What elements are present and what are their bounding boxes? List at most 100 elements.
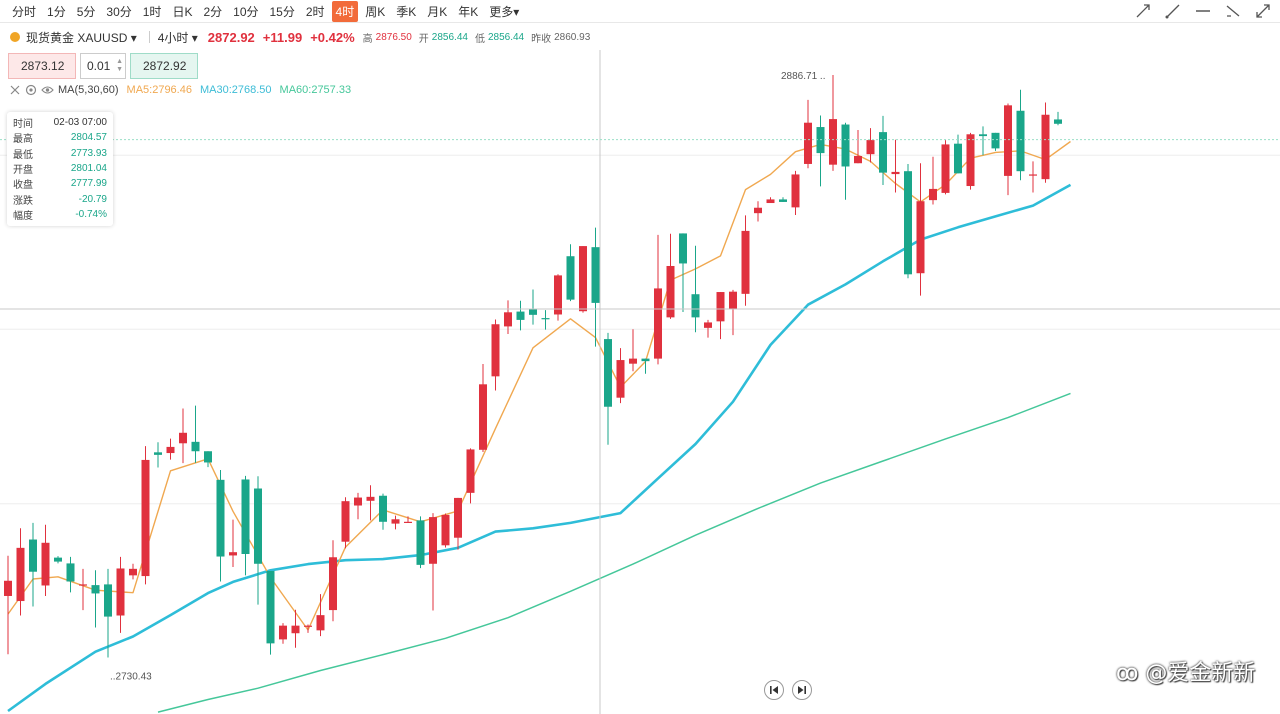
candle [166,438,175,460]
period-tab-10[interactable]: 4时 [331,0,359,22]
skip-forward-icon [798,686,806,694]
settings-icon[interactable] [24,83,38,97]
candle [91,570,100,628]
period-tab-1[interactable]: 1分 [47,4,66,19]
period-tab-7[interactable]: 10分 [233,4,259,19]
horizontal-line-icon[interactable] [1194,3,1212,19]
info-key: 时间 [13,119,33,131]
candle [4,555,12,655]
period-tab-12[interactable]: 季K [396,4,417,19]
candle [266,571,275,655]
candle [279,623,287,644]
candle [591,227,600,347]
divider [148,31,150,43]
candle [1054,111,1062,126]
draw-line-icon[interactable] [1134,3,1152,19]
low-value: 2856.44 [487,31,525,43]
period-tab-9[interactable]: 2时 [305,4,325,19]
ma-indicator-label: MA(5,30,60) [58,84,119,96]
period-tab-4[interactable]: 1时 [142,4,162,19]
candle [579,246,587,313]
candle [529,289,537,325]
watermark: ꝏ @爱金新新 [1116,661,1256,686]
high-value: 2876.50 [375,31,412,43]
candle [66,556,75,593]
period-tab-2[interactable]: 5分 [76,4,96,19]
candle [204,451,212,468]
draw-ray-icon[interactable] [1164,3,1182,19]
candle-body [141,459,150,577]
eye-icon[interactable] [40,83,54,97]
candle [291,609,300,648]
period-tab-6[interactable]: 2分 [203,4,223,19]
candle [779,197,787,202]
sell-button[interactable]: 2873.12 [8,53,76,79]
info-row: 涨跌 -20.79 [13,191,107,207]
candle-body [529,308,537,315]
trend-line-icon[interactable] [1224,3,1242,19]
period-tab-11[interactable]: 周K [365,4,386,19]
candle-body [891,171,900,175]
candle [866,128,875,163]
candle-body [879,132,887,173]
open-label: 开 [418,33,429,45]
candle [829,74,837,171]
fullscreen-icon[interactable] [1254,3,1272,19]
candle-body [966,134,975,187]
candle-body [741,230,750,294]
buy-button[interactable]: 2872.92 [130,53,198,79]
candle [729,289,737,336]
prev-close-value: 2860.93 [554,31,591,43]
candle-body [229,552,237,556]
candle [116,556,125,633]
period-tab-15[interactable]: 更多▾ [489,4,520,19]
stepper-arrows[interactable]: ▲ ▼ [116,58,123,74]
candle-body [454,497,462,538]
quote-bar: 现货黄金 XAUUSD ▾ 4小时 ▾ 2872.92 +11.99 +0.42… [0,27,593,47]
candle-body [554,275,562,315]
step-up-icon[interactable]: ▲ [116,58,123,65]
candle [329,540,337,622]
scroll-start-button[interactable] [764,680,784,700]
candle-body [654,288,662,359]
step-down-icon[interactable]: ▼ [116,66,123,73]
period-tab-13[interactable]: 月K [427,4,448,19]
candle [1029,161,1037,193]
symbol-name[interactable]: 现货黄金 XAUUSD ▾ [26,30,137,45]
candle-body [129,568,137,576]
candle [991,132,1000,151]
interval-select[interactable]: 4小时 ▾ [157,30,198,45]
candle-body [54,557,62,562]
ma60-line [157,392,1071,713]
prev-close-label: 昨收 [531,33,552,45]
low-label: 低 [474,33,485,45]
candle-body [616,360,625,398]
chart-nav [764,680,812,700]
candle-body [991,132,1000,149]
close-icon[interactable] [8,83,22,97]
info-value: 2777.99 [70,178,107,190]
period-tab-0[interactable]: 分时 [12,4,37,19]
high-label: 高 [362,33,373,45]
period-tab-14[interactable]: 年K [458,4,479,19]
candle-body [541,318,550,320]
lot-stepper[interactable]: 0.01 ▲ ▼ [80,53,126,79]
candle [504,300,512,335]
candle [129,563,137,580]
candle-body [754,207,762,214]
candle [929,156,937,205]
period-tab-3[interactable]: 30分 [106,4,132,19]
period-tab-5[interactable]: 日K [172,4,193,19]
info-value: 2773.93 [70,147,107,159]
candle [541,310,550,330]
period-tab-8[interactable]: 15分 [269,4,295,19]
scroll-end-button[interactable] [792,680,812,700]
candle [404,516,412,523]
candle-body [354,497,362,506]
candle [341,497,350,549]
candle [666,233,675,319]
candle-body [104,584,112,617]
period-toolbar: 分时 1分 5分 30分 1时 日K 2分 10分 15分 2时 4时 周K 季K 月K 年K 更多▾ [0,0,1280,23]
candle-body [854,155,862,164]
